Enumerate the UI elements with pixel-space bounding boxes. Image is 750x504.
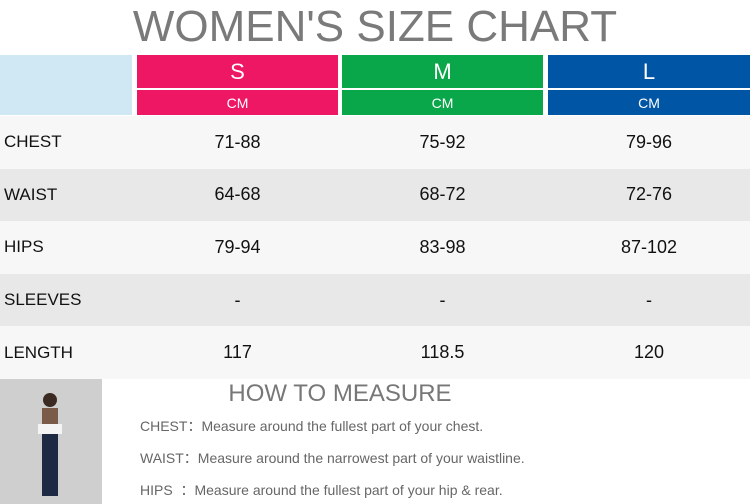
title: WOMEN'S SIZE CHART: [132, 2, 618, 51]
measure-line: CHEST：Measure around the fullest part of…: [140, 418, 484, 434]
size-value: 118.5: [420, 342, 465, 363]
size-value: 71-88: [214, 131, 261, 152]
size-name: L: [548, 55, 750, 88]
row-label: HIPS: [4, 237, 44, 257]
size-value: 117: [223, 342, 252, 363]
size-value: -: [234, 289, 241, 310]
row-label: LENGTH: [4, 342, 73, 362]
size-name: M: [342, 55, 543, 88]
row-bg: [0, 221, 750, 274]
header-corner: [0, 55, 132, 115]
row-bg: [0, 168, 750, 222]
measure-line: WAIST：Measure around the narrowest part …: [140, 450, 525, 466]
measure-line: HIPS ：Measure around the fullest part of…: [140, 482, 503, 498]
measure-title: HOW TO MEASURE: [228, 380, 452, 407]
size-value: 87-102: [620, 236, 678, 257]
size-value: 79-94: [214, 236, 261, 257]
size-value: 68-72: [419, 184, 466, 205]
row-label: CHEST: [4, 132, 62, 152]
size-value: -: [646, 289, 652, 310]
size-value: 79-96: [625, 131, 673, 152]
size-value: -: [439, 289, 446, 310]
size-value: 120: [633, 342, 665, 363]
size-name: S: [137, 55, 338, 88]
row-bg: [0, 326, 750, 379]
row-label: WAIST: [4, 184, 58, 204]
row-label: SLEEVES: [4, 290, 82, 310]
size-value: 64-68: [214, 184, 261, 205]
size-value: 75-92: [419, 131, 466, 152]
size-unit: CM: [342, 90, 543, 115]
size-unit: CM: [137, 90, 338, 115]
row-bg: [0, 116, 750, 169]
model-photo: [0, 378, 102, 504]
row-bg: [0, 273, 750, 327]
size-value: 72-76: [625, 184, 673, 205]
model-figure: [0, 378, 102, 504]
size-value: 83-98: [419, 236, 466, 257]
size-unit: CM: [548, 90, 750, 115]
